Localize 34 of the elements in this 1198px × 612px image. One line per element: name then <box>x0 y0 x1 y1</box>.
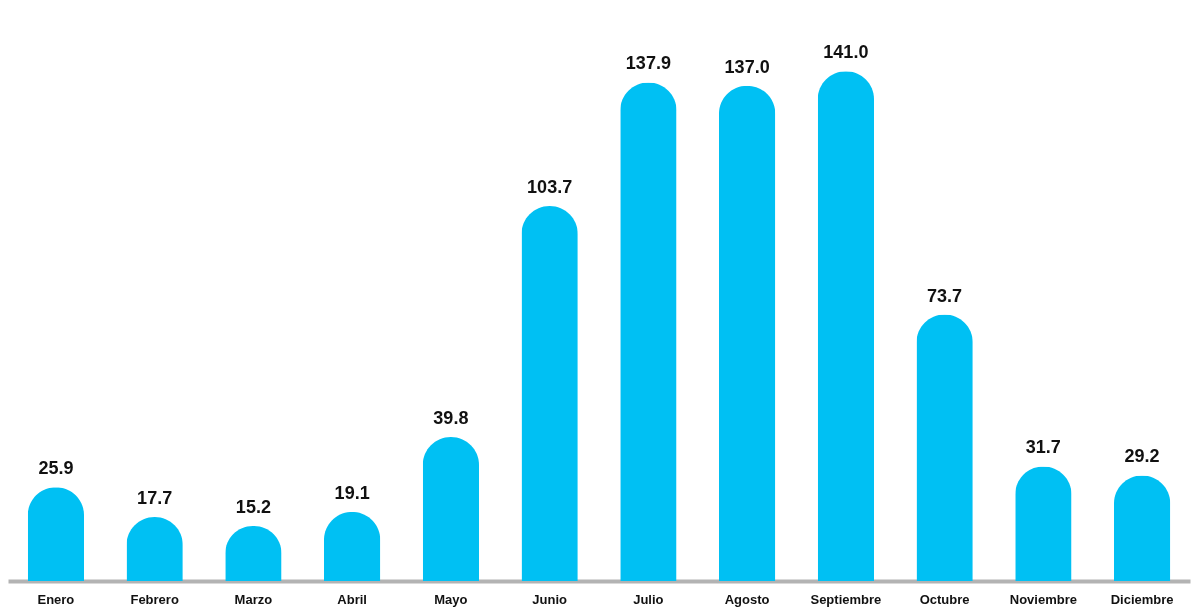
data-label: 141.0 <box>823 42 869 63</box>
bar <box>620 82 677 581</box>
bar <box>916 314 973 581</box>
x-tick-label: Julio <box>633 591 664 607</box>
data-label: 137.0 <box>724 56 770 77</box>
x-tick-label: Mayo <box>434 591 468 607</box>
x-tick-label: Septiembre <box>810 591 882 607</box>
x-tick-label: Abril <box>337 591 367 607</box>
x-tick-label: Junio <box>532 591 568 607</box>
bar <box>27 487 85 581</box>
data-label: 29.2 <box>1124 446 1160 467</box>
x-tick-label: Febrero <box>130 591 179 607</box>
x-tick-label: Octubre <box>919 591 970 607</box>
data-label: 15.2 <box>235 497 271 518</box>
data-label: 19.1 <box>334 482 370 503</box>
x-tick-label: Noviembre <box>1009 591 1077 607</box>
bar <box>1113 475 1171 581</box>
data-label: 39.8 <box>433 408 469 429</box>
x-tick-label: Marzo <box>234 591 273 607</box>
data-label: 103.7 <box>527 177 573 198</box>
x-tick-label: Enero <box>37 591 75 607</box>
bar <box>422 437 480 581</box>
data-label: 73.7 <box>927 285 963 306</box>
x-tick-label: Agosto <box>724 591 770 607</box>
data-label: 31.7 <box>1025 437 1061 458</box>
data-label: 25.9 <box>38 458 74 479</box>
data-label: 17.7 <box>137 488 173 508</box>
data-label: 137.9 <box>625 53 671 74</box>
x-tick-label: Diciembre <box>1110 591 1174 607</box>
bar <box>323 511 381 581</box>
bar <box>817 71 875 581</box>
bar <box>521 206 578 581</box>
bar <box>718 85 776 581</box>
bar <box>1015 466 1072 581</box>
